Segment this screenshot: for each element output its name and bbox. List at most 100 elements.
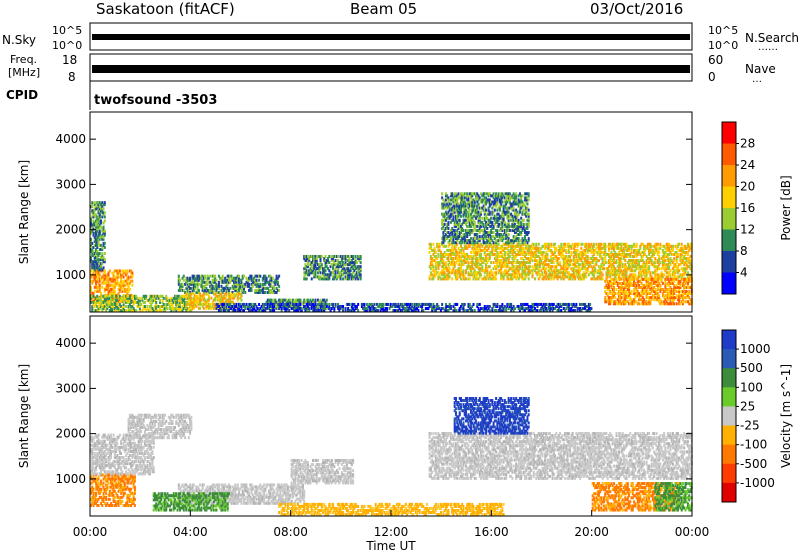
velocity-colorbar-swatch-0	[722, 330, 736, 350]
power-data-layer	[90, 192, 693, 313]
xtick-label-2: 08:00	[273, 525, 308, 539]
velocity-colorbar-tick-0: 1000	[740, 342, 771, 356]
power-region-2	[90, 294, 193, 313]
nsky-tick-bottom: 10^0	[52, 39, 82, 52]
ytick-label-2: 3000	[55, 177, 86, 191]
power-region-5	[265, 298, 330, 310]
power-colorbar-swatch-6	[722, 251, 736, 273]
velocity-xticks: 00:00 04:00 08:00 12:00 16:00 20:00 00:00	[73, 510, 709, 539]
power-region-6	[303, 254, 362, 281]
nsky-panel: N.Sky 10^5 10^0 10^5 10^0 N.Search ……	[2, 22, 799, 53]
velocity-colorbar-tick-6: -500	[740, 457, 767, 471]
velocity-data-layer	[90, 396, 693, 517]
velocity-colorbar-swatch-1	[722, 349, 736, 369]
power-colorbar-swatch-4	[722, 208, 736, 230]
ytick-label-0: 1000	[55, 472, 86, 486]
freq-label: Freq.	[10, 53, 37, 66]
velocity-colorbar-swatch-2	[722, 368, 736, 388]
power-region-8	[441, 192, 530, 245]
velocity-colorbar-tick-3: 25	[740, 399, 755, 413]
power-colorbar-swatch-3	[722, 186, 736, 209]
velocity-colorbar: 1000 500 100 25 -25 -100 -500 -1000 Velocity [m …	[721, 329, 793, 503]
power-colorbar-tick-5: 8	[740, 244, 748, 258]
velocity-xlabel: Time UT	[365, 539, 416, 553]
power-region-9	[604, 277, 693, 306]
xtick-label-3: 12:00	[374, 525, 409, 539]
velocity-region-6	[290, 458, 355, 485]
velocity-colorbar-swatch-7	[722, 463, 736, 484]
station-title: Saskatoon (fitACF)	[96, 0, 235, 18]
nsearch-label: N.Search	[745, 31, 799, 45]
velocity-region-1	[90, 433, 155, 476]
power-region-3	[177, 274, 281, 294]
nave-tick-top: 60	[708, 53, 723, 67]
power-panel: 1000 2000 3000 4000 Slant Range [km]	[17, 111, 693, 313]
power-colorbar-tick-2: 20	[740, 180, 755, 194]
ytick-label-0: 1000	[55, 268, 86, 282]
power-colorbar-tick-6: 4	[740, 266, 748, 280]
ytick-label-2: 3000	[55, 381, 86, 395]
nsearch-dots: ……	[758, 42, 778, 53]
xtick-label-1: 04:00	[173, 525, 208, 539]
velocity-colorbar-tick-5: -100	[740, 438, 767, 452]
velocity-colorbar-swatch-3	[722, 387, 736, 407]
velocity-colorbar-swatch-4	[722, 406, 736, 427]
nave-label: Nave	[745, 62, 776, 76]
power-region-7	[428, 242, 693, 281]
velocity-colorbar-tick-2: 100	[740, 380, 763, 394]
ytick-label-3: 4000	[55, 336, 86, 350]
power-frame	[89, 111, 693, 313]
nsearch-tick-top: 10^5	[708, 24, 738, 37]
cpid-value: twofsound -3503	[94, 93, 217, 108]
power-colorbar-tick-1: 24	[740, 158, 755, 172]
velocity-ylabel: Slant Range [km]	[17, 364, 31, 468]
velocity-colorbar-tick-7: -1000	[740, 476, 775, 490]
velocity-colorbar-tick-1: 500	[740, 361, 763, 375]
ytick-label-1: 2000	[55, 223, 86, 237]
power-colorbar-swatch-2	[722, 165, 736, 187]
power-colorbar-tick-4: 12	[740, 223, 755, 237]
power-colorbar-tick-3: 16	[740, 201, 755, 215]
velocity-colorbar-swatch-5	[722, 425, 736, 446]
velocity-colorbar-label: Velocity [m s^-1]	[779, 364, 793, 468]
velocity-region-10	[654, 482, 693, 512]
nave-tick-bottom: 0	[708, 70, 716, 84]
power-region-1	[90, 201, 106, 272]
nave-dots: …	[752, 74, 762, 85]
nsky-label: N.Sky	[2, 33, 36, 47]
xtick-label-0: 00:00	[73, 525, 108, 539]
power-colorbar-label: Power [dB]	[779, 175, 793, 240]
power-ylabel: Slant Range [km]	[17, 160, 31, 264]
power-colorbar-swatch-7	[722, 272, 736, 295]
ytick-label-1: 2000	[55, 427, 86, 441]
power-colorbar-swatch-1	[722, 143, 736, 166]
velocity-region-7	[428, 432, 693, 480]
ytick-label-3: 4000	[55, 132, 86, 146]
power-colorbar: 28 24 20 16 12 8 4 Power [dB]	[721, 121, 793, 295]
velocity-region-4	[152, 492, 230, 512]
freq-unit-label: [MHz]	[8, 66, 40, 79]
power-region-10	[215, 302, 593, 313]
velocity-panel: 1000 2000 3000 4000 00:00 04:00 08:00 12:00 16:…	[17, 315, 709, 553]
power-region-4	[185, 292, 243, 310]
cpid-row: CPID twofsound -3503	[6, 81, 217, 110]
velocity-colorbar-swatch-6	[722, 444, 736, 465]
beam-title: Beam 05	[350, 0, 418, 18]
nsearch-tick-bottom: 10^0	[708, 39, 738, 52]
velocity-region-0	[90, 473, 136, 508]
date-title: 03/Oct/2016	[590, 0, 684, 18]
nsky-tick-top: 10^5	[52, 24, 82, 37]
velocity-yticks: 1000 2000 3000 4000	[55, 336, 692, 486]
velocity-region-2	[127, 413, 193, 440]
xtick-label-5: 20:00	[574, 525, 609, 539]
freq-panel: Freq. [MHz] 18 8 60 0 Nave …	[8, 53, 776, 85]
power-yticks: 1000 2000 3000 4000	[55, 132, 692, 282]
freq-trace	[92, 65, 690, 73]
velocity-region-8	[453, 396, 530, 435]
cpid-label: CPID	[6, 88, 38, 102]
freq-tick-top: 18	[62, 53, 77, 67]
xtick-label-4: 16:00	[474, 525, 509, 539]
velocity-colorbar-swatch-8	[722, 482, 736, 503]
power-colorbar-swatch-0	[722, 122, 736, 144]
